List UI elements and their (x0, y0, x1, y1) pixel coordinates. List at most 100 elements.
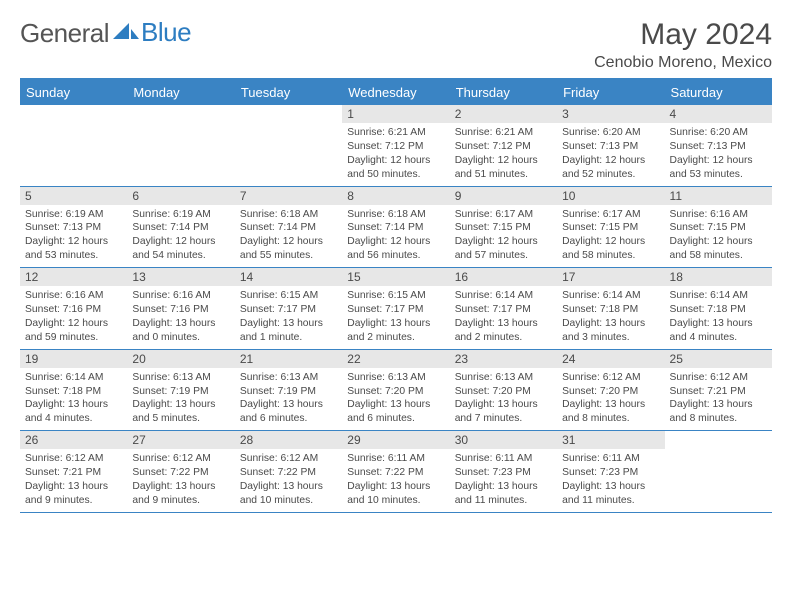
day-cell: 29Sunrise: 6:11 AMSunset: 7:22 PMDayligh… (342, 431, 449, 512)
sunset: Sunset: 7:17 PM (347, 303, 444, 317)
day-cell: 27Sunrise: 6:12 AMSunset: 7:22 PMDayligh… (127, 431, 234, 512)
day-details: Sunrise: 6:18 AMSunset: 7:14 PMDaylight:… (235, 205, 342, 268)
daylight: Daylight: 13 hours and 9 minutes. (25, 480, 122, 508)
day-cell: 11Sunrise: 6:16 AMSunset: 7:15 PMDayligh… (665, 187, 772, 268)
daylight: Daylight: 13 hours and 9 minutes. (132, 480, 229, 508)
logo-text-2: Blue (141, 17, 191, 47)
day-details: Sunrise: 6:11 AMSunset: 7:23 PMDaylight:… (450, 449, 557, 512)
day-number: 10 (557, 187, 664, 205)
day-cell (20, 105, 127, 186)
day-details: Sunrise: 6:19 AMSunset: 7:14 PMDaylight:… (127, 205, 234, 268)
day-cell: 21Sunrise: 6:13 AMSunset: 7:19 PMDayligh… (235, 350, 342, 431)
sunrise: Sunrise: 6:15 AM (347, 289, 444, 303)
sunrise: Sunrise: 6:12 AM (132, 452, 229, 466)
day-cell: 6Sunrise: 6:19 AMSunset: 7:14 PMDaylight… (127, 187, 234, 268)
daylight: Daylight: 13 hours and 4 minutes. (25, 398, 122, 426)
day-cell (665, 431, 772, 512)
day-number (20, 105, 127, 109)
day-number: 15 (342, 268, 449, 286)
day-number: 8 (342, 187, 449, 205)
week-row: 5Sunrise: 6:19 AMSunset: 7:13 PMDaylight… (20, 187, 772, 269)
daylight: Daylight: 12 hours and 53 minutes. (670, 154, 767, 182)
week-row: 26Sunrise: 6:12 AMSunset: 7:21 PMDayligh… (20, 431, 772, 513)
daylight: Daylight: 13 hours and 4 minutes. (670, 317, 767, 345)
sunset: Sunset: 7:16 PM (132, 303, 229, 317)
day-details: Sunrise: 6:17 AMSunset: 7:15 PMDaylight:… (557, 205, 664, 268)
day-cell: 14Sunrise: 6:15 AMSunset: 7:17 PMDayligh… (235, 268, 342, 349)
day-cell: 12Sunrise: 6:16 AMSunset: 7:16 PMDayligh… (20, 268, 127, 349)
location: Cenobio Moreno, Mexico (594, 54, 772, 72)
day-number: 13 (127, 268, 234, 286)
day-details: Sunrise: 6:12 AMSunset: 7:21 PMDaylight:… (20, 449, 127, 512)
day-details: Sunrise: 6:19 AMSunset: 7:13 PMDaylight:… (20, 205, 127, 268)
header: General Blue May 2024 Cenobio Moreno, Me… (20, 18, 772, 72)
day-number: 14 (235, 268, 342, 286)
sunset: Sunset: 7:12 PM (347, 140, 444, 154)
day-number: 3 (557, 105, 664, 123)
daylight: Daylight: 12 hours and 51 minutes. (455, 154, 552, 182)
day-number: 7 (235, 187, 342, 205)
day-number: 26 (20, 431, 127, 449)
day-details: Sunrise: 6:16 AMSunset: 7:16 PMDaylight:… (127, 286, 234, 349)
day-number: 18 (665, 268, 772, 286)
sunrise: Sunrise: 6:14 AM (25, 371, 122, 385)
sunset: Sunset: 7:13 PM (25, 221, 122, 235)
day-cell: 25Sunrise: 6:12 AMSunset: 7:21 PMDayligh… (665, 350, 772, 431)
daylight: Daylight: 12 hours and 59 minutes. (25, 317, 122, 345)
day-number: 5 (20, 187, 127, 205)
day-cell: 8Sunrise: 6:18 AMSunset: 7:14 PMDaylight… (342, 187, 449, 268)
day-number: 19 (20, 350, 127, 368)
day-details: Sunrise: 6:21 AMSunset: 7:12 PMDaylight:… (342, 123, 449, 186)
sunrise: Sunrise: 6:20 AM (562, 126, 659, 140)
daylight: Daylight: 13 hours and 1 minute. (240, 317, 337, 345)
day-number: 20 (127, 350, 234, 368)
month-title: May 2024 (594, 18, 772, 52)
day-number: 25 (665, 350, 772, 368)
sunset: Sunset: 7:17 PM (240, 303, 337, 317)
day-cell: 30Sunrise: 6:11 AMSunset: 7:23 PMDayligh… (450, 431, 557, 512)
day-details: Sunrise: 6:16 AMSunset: 7:16 PMDaylight:… (20, 286, 127, 349)
sunset: Sunset: 7:20 PM (347, 385, 444, 399)
sunset: Sunset: 7:22 PM (132, 466, 229, 480)
daylight: Daylight: 12 hours and 53 minutes. (25, 235, 122, 263)
week-row: 1Sunrise: 6:21 AMSunset: 7:12 PMDaylight… (20, 105, 772, 187)
sunset: Sunset: 7:22 PM (347, 466, 444, 480)
day-details: Sunrise: 6:12 AMSunset: 7:21 PMDaylight:… (665, 368, 772, 431)
day-details: Sunrise: 6:20 AMSunset: 7:13 PMDaylight:… (557, 123, 664, 186)
dow-wed: Wednesday (342, 80, 449, 105)
day-number: 4 (665, 105, 772, 123)
dow-thu: Thursday (450, 80, 557, 105)
sunset: Sunset: 7:17 PM (455, 303, 552, 317)
day-details: Sunrise: 6:20 AMSunset: 7:13 PMDaylight:… (665, 123, 772, 186)
day-cell: 31Sunrise: 6:11 AMSunset: 7:23 PMDayligh… (557, 431, 664, 512)
day-cell (127, 105, 234, 186)
sunset: Sunset: 7:14 PM (132, 221, 229, 235)
calendar: Sunday Monday Tuesday Wednesday Thursday… (20, 78, 772, 513)
sunrise: Sunrise: 6:11 AM (562, 452, 659, 466)
day-details: Sunrise: 6:14 AMSunset: 7:18 PMDaylight:… (20, 368, 127, 431)
day-details: Sunrise: 6:14 AMSunset: 7:18 PMDaylight:… (665, 286, 772, 349)
day-cell: 17Sunrise: 6:14 AMSunset: 7:18 PMDayligh… (557, 268, 664, 349)
day-cell: 22Sunrise: 6:13 AMSunset: 7:20 PMDayligh… (342, 350, 449, 431)
sunset: Sunset: 7:23 PM (562, 466, 659, 480)
sunrise: Sunrise: 6:16 AM (132, 289, 229, 303)
day-cell: 18Sunrise: 6:14 AMSunset: 7:18 PMDayligh… (665, 268, 772, 349)
dow-mon: Monday (127, 80, 234, 105)
daylight: Daylight: 12 hours and 58 minutes. (670, 235, 767, 263)
day-details: Sunrise: 6:21 AMSunset: 7:12 PMDaylight:… (450, 123, 557, 186)
day-cell: 28Sunrise: 6:12 AMSunset: 7:22 PMDayligh… (235, 431, 342, 512)
daylight: Daylight: 13 hours and 6 minutes. (347, 398, 444, 426)
daylight: Daylight: 12 hours and 52 minutes. (562, 154, 659, 182)
daylight: Daylight: 13 hours and 2 minutes. (455, 317, 552, 345)
day-cell (235, 105, 342, 186)
day-cell: 10Sunrise: 6:17 AMSunset: 7:15 PMDayligh… (557, 187, 664, 268)
dow-sat: Saturday (665, 80, 772, 105)
day-details: Sunrise: 6:12 AMSunset: 7:22 PMDaylight:… (127, 449, 234, 512)
day-cell: 9Sunrise: 6:17 AMSunset: 7:15 PMDaylight… (450, 187, 557, 268)
sunrise: Sunrise: 6:19 AM (132, 208, 229, 222)
daylight: Daylight: 12 hours and 55 minutes. (240, 235, 337, 263)
day-cell: 15Sunrise: 6:15 AMSunset: 7:17 PMDayligh… (342, 268, 449, 349)
day-cell: 19Sunrise: 6:14 AMSunset: 7:18 PMDayligh… (20, 350, 127, 431)
day-details: Sunrise: 6:16 AMSunset: 7:15 PMDaylight:… (665, 205, 772, 268)
sunrise: Sunrise: 6:13 AM (347, 371, 444, 385)
